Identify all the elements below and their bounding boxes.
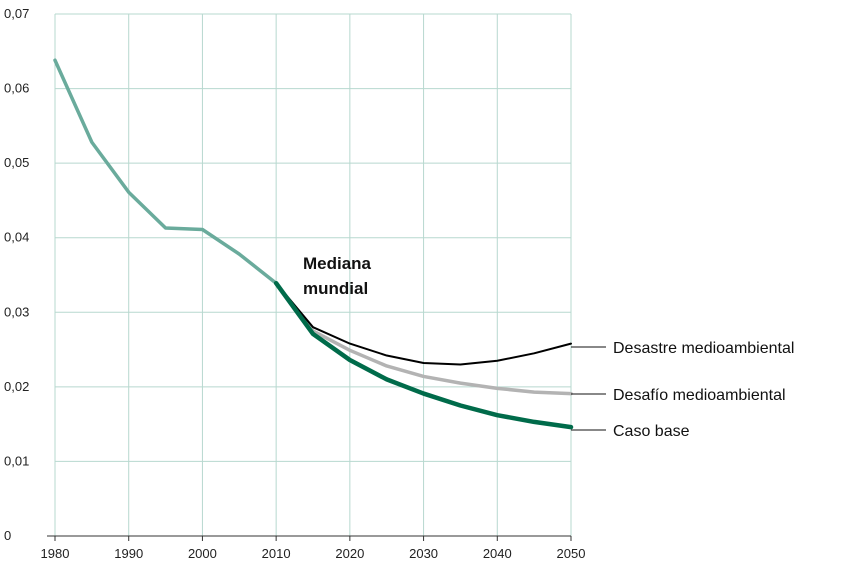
x-tick-label: 2050 xyxy=(557,546,586,561)
y-tick-label: 0,01 xyxy=(4,453,29,468)
series-labels: Desastre medioambiental Desafío medioambi… xyxy=(571,340,794,440)
y-tick-label: 0,06 xyxy=(4,81,29,96)
y-tick-label: 0,03 xyxy=(4,304,29,319)
median-annotation: Mediana mundial xyxy=(303,254,372,298)
y-tick-label: 0,02 xyxy=(4,379,29,394)
x-tick-label: 1980 xyxy=(41,546,70,561)
grid xyxy=(54,13,572,536)
y-tick-label: 0,05 xyxy=(4,155,29,170)
y-tick-label: 0,07 xyxy=(4,6,29,21)
series-line-base xyxy=(273,280,574,430)
series-lines xyxy=(53,58,574,430)
series-line-historical xyxy=(53,58,278,285)
series-label-desafio: Desafío medioambiental xyxy=(613,387,786,404)
series-label-base: Caso base xyxy=(613,423,690,440)
y-tick-label: 0 xyxy=(4,528,11,543)
series-line-desastre xyxy=(275,282,572,366)
x-tick-label: 2000 xyxy=(188,546,217,561)
series-label-desastre: Desastre medioambiental xyxy=(613,340,794,357)
x-tick-label: 2020 xyxy=(335,546,364,561)
x-tick-label: 2030 xyxy=(409,546,438,561)
x-tick-label: 2040 xyxy=(483,546,512,561)
annotation-line: Mediana xyxy=(303,254,372,273)
annotation-line: mundial xyxy=(303,279,368,298)
x-tick-label: 2010 xyxy=(262,546,291,561)
x-tick-label: 1990 xyxy=(114,546,143,561)
axes: 0 0,01 0,02 0,03 0,04 0,05 0,06 0,07 1980 1990 200… xyxy=(4,6,585,561)
series-line-desafio xyxy=(274,281,573,396)
y-tick-label: 0,04 xyxy=(4,230,29,245)
